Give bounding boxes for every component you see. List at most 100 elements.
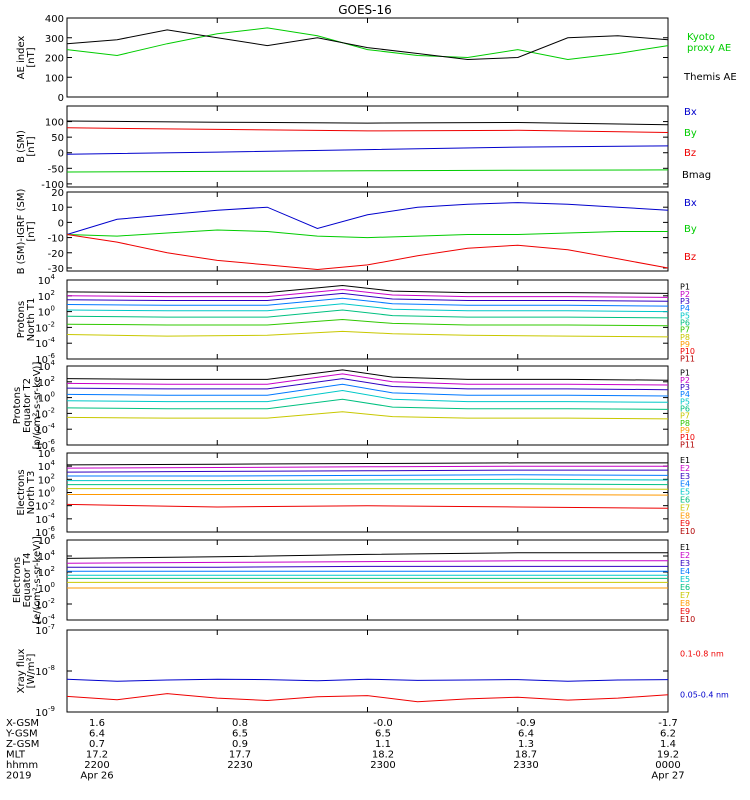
series-xray-0-1-0-8-nm: 0.1-0.8 nm (66, 650, 724, 703)
time-axis-value: 1.3 (518, 739, 534, 750)
series-label: P5 (680, 397, 690, 406)
y-axis-label: [nT] (26, 47, 37, 67)
series-e1-e1: E1 (66, 456, 690, 466)
series-p1-p5: P5 (66, 303, 690, 320)
y-tick-label: 0 (58, 93, 64, 104)
series-b-bmag: Bmag (66, 120, 711, 181)
series-p2-p3: P3 (66, 378, 690, 392)
y-axis-label: [p/(cm²-s-sr-keV)] (32, 362, 43, 450)
series-line (67, 494, 669, 496)
series-line (66, 169, 669, 173)
y-tick-label: -10 (48, 234, 64, 245)
series-label: By (684, 224, 697, 235)
series-line (66, 27, 669, 61)
y-tick-label: 400 (45, 14, 64, 25)
series-p2-p5: P5 (66, 389, 690, 406)
series-label: E2 (680, 464, 690, 473)
time-axis-value: 2300 (370, 760, 395, 771)
y-tick-exponent: 4 (51, 273, 56, 281)
y-tick-label: -100 (41, 180, 64, 191)
y-axis-label: Xray flux (16, 649, 27, 694)
series-label: P2 (680, 376, 690, 385)
series-line (66, 693, 669, 703)
y-tick-exponent: -2 (48, 597, 55, 605)
series-line (66, 369, 669, 381)
series-ae-themis-ae: Themis AE (66, 29, 737, 83)
y-axis-label: B (SM)-IGRF (SM) (16, 189, 27, 275)
series-db-bz: Bz (66, 234, 696, 271)
time-axis-value: 0.9 (232, 739, 248, 750)
series-line (66, 469, 668, 473)
time-axis-row-label: MLT (6, 750, 26, 761)
y-tick-label: 0 (58, 218, 64, 229)
series-line (66, 389, 669, 403)
y-axis-label: [nT] (26, 221, 37, 241)
series-line (66, 678, 669, 682)
y-tick-exponent: 0 (51, 305, 55, 313)
y-axis-label: Protons (16, 301, 27, 338)
series-label: E5 (680, 488, 690, 497)
series-line (66, 383, 669, 397)
y-tick-exponent: -2 (48, 406, 55, 414)
series-label: Bmag (682, 170, 711, 181)
time-axis-row: X-GSM 1.6 0.8 -0.0 -0.9 -1.7 (6, 718, 678, 729)
y-tick-exponent: -6 (48, 352, 56, 360)
y-tick-exponent: 4 (51, 359, 56, 367)
y-tick-label: -30 (48, 264, 64, 275)
time-axis-value: 2200 (84, 760, 109, 771)
series-label: E7 (680, 591, 690, 600)
time-axis-row-label: hhmm (6, 760, 38, 771)
y-axis-label: AE index (16, 36, 27, 80)
series-p2-p10: P10 (680, 433, 695, 442)
time-axis-value: -1.7 (658, 718, 678, 729)
series-b-bz: Bz (66, 127, 696, 159)
y-tick-label: 20 (51, 188, 64, 199)
series-p2-p1: P1 (66, 369, 690, 381)
time-axis-row: Y-GSM 6.4 6.5 6.5 6.4 6.2 (5, 729, 676, 740)
y-axis-label: [nT] (26, 136, 37, 156)
series-label: P5 (680, 311, 690, 320)
series-line (66, 292, 669, 302)
y-tick-exponent: 2 (51, 565, 55, 573)
series-label: E9 (680, 519, 690, 528)
y-tick-exponent: 4 (51, 549, 56, 557)
y-tick-exponent: -4 (48, 613, 56, 621)
y-tick-label: 100 (45, 118, 64, 129)
series-label: Bx (684, 198, 697, 209)
series-line (66, 462, 668, 466)
series-p1-p2: P2 (66, 288, 690, 299)
series-p1-p10: P10 (680, 347, 695, 356)
series-label: P1 (680, 369, 690, 378)
time-axis-row: 2019 Apr 26 Apr 27 (6, 771, 685, 782)
series-line (66, 373, 669, 386)
y-tick-label: -50 (48, 164, 64, 175)
series-e1-e4: E4 (67, 474, 690, 489)
y-tick-exponent: 2 (51, 375, 55, 383)
series-line (66, 234, 669, 271)
time-axis-row: MLT 17.2 17.7 18.2 18.7 19.2 (6, 750, 679, 761)
series-p1-p4: P4 (66, 297, 690, 313)
time-axis-value: 6.5 (375, 729, 391, 740)
time-axis-row: hhmm 2200 2230 2300 2330 0000 (6, 760, 681, 771)
series-label: P6 (680, 319, 690, 328)
y-tick-exponent: 6 (51, 533, 56, 541)
series-p2-p4: P4 (66, 383, 690, 399)
series-p1-p11: P11 (680, 354, 695, 363)
series-db-by: By (66, 224, 697, 239)
series-e2-e7: E7 (67, 581, 690, 600)
time-axis-value: 17.7 (229, 750, 251, 761)
series-p1-p3: P3 (66, 292, 690, 306)
y-axis-label: Electrons (16, 469, 27, 515)
time-axis-row-label: Y-GSM (5, 729, 38, 740)
series-label: P9 (680, 340, 690, 349)
series-e1-e7: E7 (67, 488, 690, 512)
series-label: E3 (680, 472, 690, 481)
series-label: E4 (680, 480, 690, 489)
series-p1-p6: P6 (66, 309, 690, 328)
y-tick-exponent: -4 (48, 512, 56, 520)
y-tick-label: 200 (45, 54, 64, 65)
time-axis-value: 2230 (227, 760, 252, 771)
series-label: E2 (680, 551, 690, 560)
